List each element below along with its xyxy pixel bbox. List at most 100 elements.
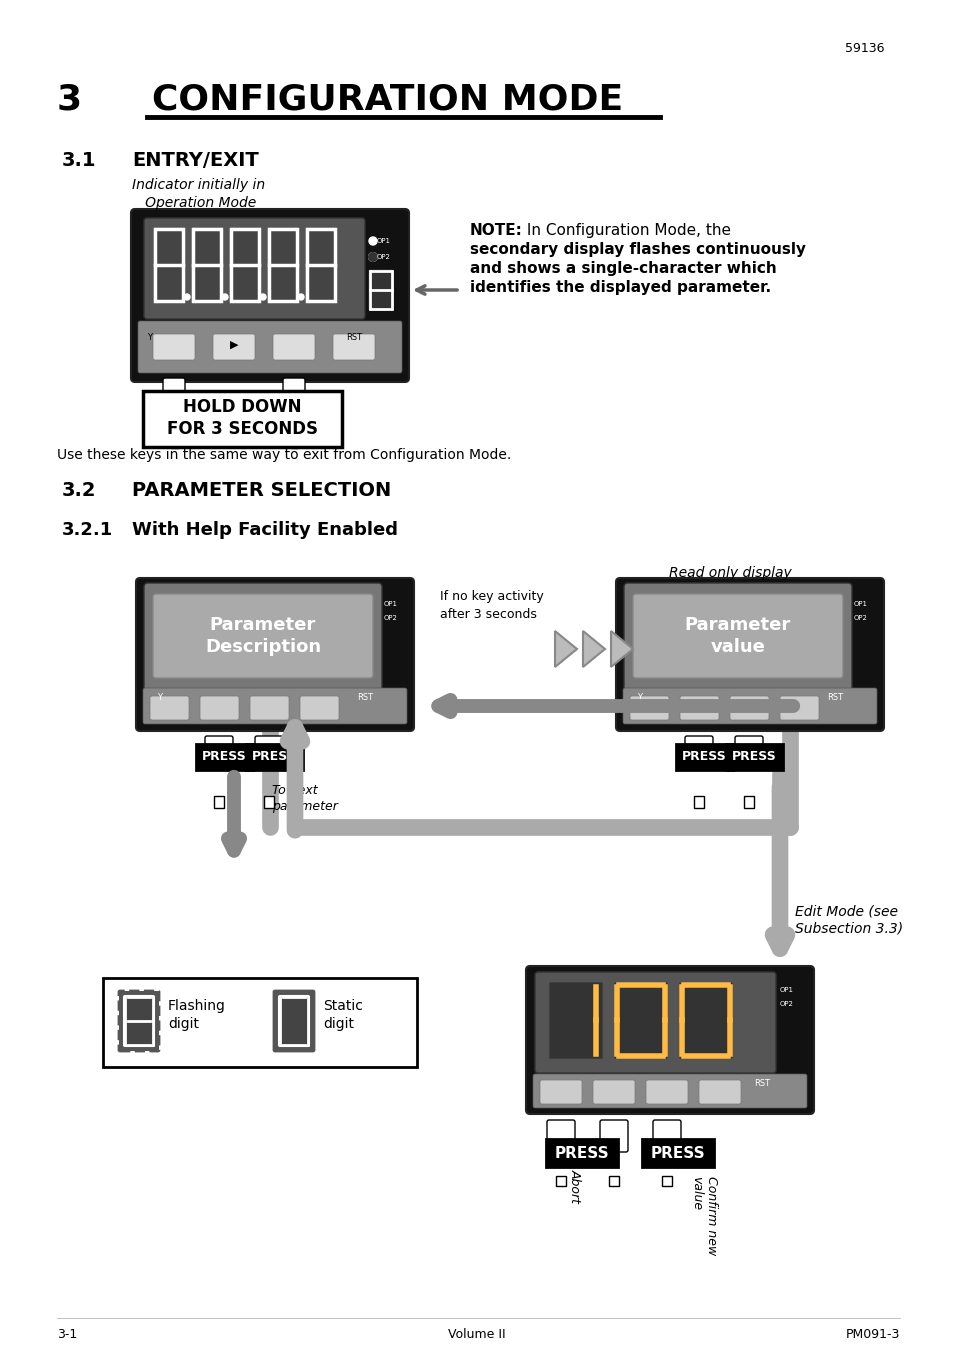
FancyBboxPatch shape [274,992,314,1051]
FancyBboxPatch shape [124,996,153,1046]
FancyBboxPatch shape [548,982,602,1059]
Polygon shape [610,631,633,667]
FancyBboxPatch shape [278,996,309,1046]
Text: Edit Mode (see
Subsection 3.3): Edit Mode (see Subsection 3.3) [794,904,902,936]
FancyBboxPatch shape [163,378,185,409]
FancyBboxPatch shape [152,594,373,678]
FancyBboxPatch shape [254,736,283,770]
FancyBboxPatch shape [539,1079,581,1104]
FancyBboxPatch shape [641,1139,713,1167]
FancyBboxPatch shape [533,1074,806,1108]
Text: OP1: OP1 [780,988,793,993]
Text: PM091-3: PM091-3 [844,1328,899,1342]
Polygon shape [555,631,577,667]
Text: Flashing
digit: Flashing digit [168,1000,226,1031]
Text: OP2: OP2 [376,254,391,259]
FancyBboxPatch shape [633,594,842,678]
FancyBboxPatch shape [150,696,189,720]
Text: ▶: ▶ [230,340,238,350]
Circle shape [222,295,228,300]
Bar [213,796,224,808]
FancyBboxPatch shape [545,1139,618,1167]
Circle shape [369,236,376,245]
FancyBboxPatch shape [652,1120,680,1152]
FancyBboxPatch shape [623,584,851,690]
FancyBboxPatch shape [676,744,732,770]
Text: 59136: 59136 [844,42,884,54]
FancyBboxPatch shape [205,736,233,770]
Text: Abort: Abort [568,1169,581,1202]
FancyBboxPatch shape [299,696,338,720]
FancyBboxPatch shape [679,982,732,1059]
FancyBboxPatch shape [546,1120,575,1152]
FancyBboxPatch shape [780,696,818,720]
FancyBboxPatch shape [268,228,297,303]
FancyBboxPatch shape [699,1079,740,1104]
Text: Y: Y [148,334,152,343]
Bar [291,434,297,449]
Text: 3: 3 [57,82,82,118]
Text: OP1: OP1 [853,601,867,607]
Text: Parameter
value: Parameter value [684,616,790,657]
Text: 3.1: 3.1 [62,150,96,169]
Text: Use these keys in the same way to exit from Configuration Mode.: Use these keys in the same way to exit f… [57,449,511,462]
Bar [171,434,178,449]
FancyBboxPatch shape [200,696,239,720]
Text: OP2: OP2 [780,1001,793,1006]
Circle shape [297,295,304,300]
Circle shape [260,295,266,300]
Text: OP1: OP1 [376,238,391,245]
FancyBboxPatch shape [230,228,260,303]
FancyBboxPatch shape [645,1079,687,1104]
Text: FOR 3 SECONDS: FOR 3 SECONDS [167,420,317,438]
FancyBboxPatch shape [143,688,407,724]
Text: OP2: OP2 [384,615,397,621]
FancyBboxPatch shape [525,966,813,1115]
FancyBboxPatch shape [192,228,222,303]
Text: identifies the displayed parameter.: identifies the displayed parameter. [470,280,770,295]
Text: CONFIGURATION MODE: CONFIGURATION MODE [152,82,622,118]
FancyBboxPatch shape [614,982,667,1059]
Text: NOTE:: NOTE: [470,223,522,238]
FancyBboxPatch shape [153,228,184,303]
Bar [661,1175,671,1186]
Text: Parameter
Description: Parameter Description [205,616,321,657]
Bar [608,1175,618,1186]
Text: RST: RST [346,334,362,343]
FancyBboxPatch shape [144,584,381,690]
FancyBboxPatch shape [679,696,719,720]
Text: Static
digit: Static digit [323,1000,362,1031]
Bar [556,1175,565,1186]
Text: Volume II: Volume II [448,1328,505,1342]
Bar [743,796,753,808]
Text: Y: Y [637,693,641,703]
Text: PARAMETER SELECTION: PARAMETER SELECTION [132,481,391,500]
Text: PRESS: PRESS [731,751,776,763]
FancyBboxPatch shape [725,744,782,770]
Text: PRESS: PRESS [554,1146,609,1161]
FancyBboxPatch shape [369,270,393,309]
Text: PRESS: PRESS [650,1146,704,1161]
Bar [693,796,703,808]
Text: OP2: OP2 [853,615,867,621]
FancyBboxPatch shape [622,688,876,724]
FancyBboxPatch shape [306,228,335,303]
FancyBboxPatch shape [729,696,768,720]
FancyBboxPatch shape [593,1079,635,1104]
Text: Y: Y [157,693,162,703]
Text: Confirm new
value: Confirm new value [689,1175,718,1255]
FancyBboxPatch shape [131,209,409,382]
FancyBboxPatch shape [246,744,303,770]
FancyBboxPatch shape [734,736,762,770]
FancyBboxPatch shape [103,978,416,1067]
FancyBboxPatch shape [250,696,289,720]
Polygon shape [582,631,604,667]
FancyBboxPatch shape [333,334,375,359]
FancyBboxPatch shape [629,696,668,720]
FancyBboxPatch shape [684,736,712,770]
Text: secondary display flashes continuously: secondary display flashes continuously [470,242,805,257]
Text: and shows a single-character which: and shows a single-character which [470,261,776,276]
FancyBboxPatch shape [143,390,341,447]
Text: With Help Facility Enabled: With Help Facility Enabled [132,521,397,539]
Text: PRESS: PRESS [681,751,726,763]
